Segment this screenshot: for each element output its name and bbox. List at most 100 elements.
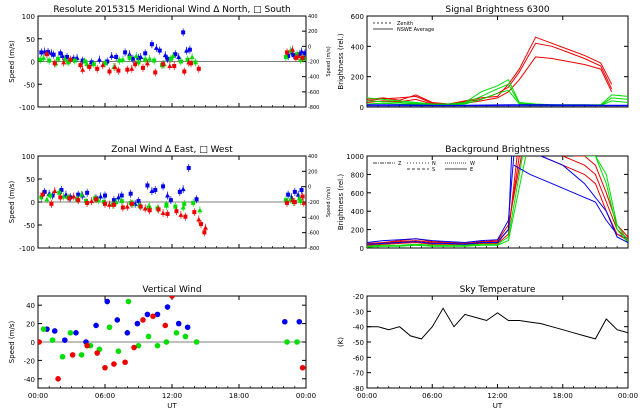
data-point	[67, 330, 74, 336]
y-tick-label: -50	[24, 81, 35, 89]
legend-label: Z	[398, 161, 402, 167]
data-point	[59, 353, 66, 360]
data-point	[150, 313, 156, 320]
y-tick-label: 100	[22, 153, 35, 161]
series-line	[540, 156, 628, 242]
data-point	[104, 298, 111, 305]
data-point	[84, 342, 90, 349]
data-point	[184, 324, 191, 331]
x-tick-label: 18:00	[553, 392, 573, 400]
y-tick-label: -80	[353, 385, 364, 393]
data-point	[124, 330, 131, 336]
data-point	[131, 344, 137, 351]
data-point	[299, 364, 306, 371]
y-tick-label: 50	[26, 36, 35, 44]
series-line	[367, 156, 515, 244]
data-point	[144, 311, 151, 318]
y-axis-label: Brightness (rel.)	[337, 174, 345, 230]
legend-label: NSWE Average	[397, 27, 434, 33]
panel-title: Signal Brightness 6300	[445, 5, 549, 15]
y-tick-label: -100	[19, 104, 35, 112]
data-point	[115, 348, 122, 355]
data-point	[182, 333, 189, 340]
plot-area	[39, 163, 306, 237]
data-point	[49, 337, 56, 343]
y-tick-label: -60	[353, 354, 364, 362]
y-tick-label: -40	[24, 376, 35, 384]
y-axis-label: Speed (m/s)	[8, 181, 16, 224]
plot-frame	[366, 295, 629, 389]
series-line	[367, 156, 522, 244]
data-point	[175, 320, 182, 327]
legend-label: S	[432, 167, 435, 173]
x-tick-label: 06:00	[95, 392, 115, 400]
data-point	[122, 359, 128, 366]
panel-6: Sky Temperature 00:00 06:00 12:00 18:00 00:00…	[337, 285, 638, 410]
data-point	[134, 320, 141, 327]
y-tick-label: -30	[353, 308, 364, 316]
legend-label: N	[432, 161, 436, 167]
y-tick-label: 0	[360, 245, 364, 253]
plot-area	[38, 28, 306, 77]
data-point	[163, 339, 170, 345]
y-tick-label: -100	[19, 245, 35, 253]
panel-4: Background Brightness 0 200 400 600 800 1000 Br…	[337, 145, 629, 253]
data-point	[40, 326, 47, 332]
data-point	[69, 352, 76, 358]
y-tick-label: -20	[24, 357, 35, 365]
panel-3: Zonal Wind Δ East, □ West -100 -50 0 50 100 Sp…	[8, 145, 332, 253]
x-tick-label: 00:00	[618, 392, 638, 400]
data-point	[114, 317, 121, 323]
panel-title: Resolute 2015315 Meridional Wind Δ North…	[53, 5, 290, 15]
data-point	[173, 330, 180, 336]
y-tick-label: -40	[353, 324, 364, 332]
x-axis-label: UT	[167, 402, 177, 410]
y-right-tick-label: -400	[308, 75, 319, 81]
data-point	[162, 322, 169, 329]
series-line	[594, 156, 628, 241]
data-point	[154, 342, 161, 349]
data-point	[106, 324, 113, 331]
y-tick-label: 0	[31, 199, 35, 207]
y-tick-label: 20	[26, 321, 35, 329]
panel-1: Resolute 2015315 Meridional Wind Δ North…	[8, 5, 332, 112]
y-right-axis-label: Speed (m/s)	[326, 187, 332, 217]
x-axis-label: UT	[493, 402, 503, 410]
x-tick-label: 18:00	[229, 392, 249, 400]
x-tick-label: 00:00	[357, 392, 377, 400]
data-point	[51, 328, 58, 334]
y-tick-label: 0	[360, 104, 364, 112]
y-right-tick-label: -600	[308, 90, 319, 96]
series-line	[540, 156, 628, 243]
y-right-axis-label: Speed (m/s)	[326, 46, 332, 76]
y-tick-label: 200	[351, 74, 364, 82]
panel-title: Sky Temperature	[460, 285, 536, 295]
y-axis-label: Brightness (rel.)	[337, 33, 345, 89]
y-tick-label: 600	[351, 190, 364, 198]
y-right-tick-label: 0	[308, 44, 311, 50]
y-tick-label: 0	[31, 59, 35, 67]
series-line	[367, 156, 523, 247]
x-tick-label: 12:00	[162, 392, 182, 400]
legend-label: E	[470, 167, 473, 173]
y-right-tick-label: -200	[308, 200, 319, 206]
legend-label: Zenith	[397, 21, 413, 27]
y-tick-label: 0	[31, 339, 35, 347]
y-axis-label: (K)	[337, 337, 345, 347]
data-point	[62, 337, 68, 343]
y-right-tick-label: 0	[308, 185, 311, 191]
y-right-tick-label: 400	[308, 154, 318, 160]
data-point	[193, 339, 200, 345]
y-axis-label: Speed (m/s)	[8, 321, 16, 364]
data-point	[55, 376, 61, 382]
y-tick-label: -50	[353, 339, 364, 347]
data-point	[135, 342, 142, 349]
data-point	[284, 339, 290, 345]
data-point	[140, 317, 146, 323]
data-point	[169, 296, 175, 299]
panel-title: Vertical Wind	[142, 285, 201, 295]
series-line	[367, 83, 628, 106]
plot-area	[38, 296, 306, 382]
series-line	[367, 36, 613, 105]
series-line	[367, 156, 518, 246]
